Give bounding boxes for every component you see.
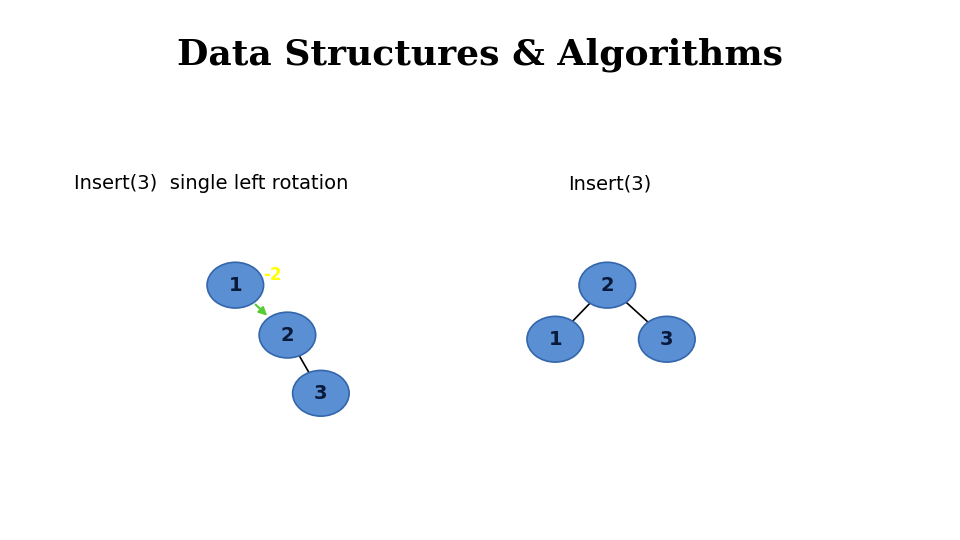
Ellipse shape [638,316,695,362]
Text: -2: -2 [263,266,282,284]
Text: Insert(3): Insert(3) [568,174,651,193]
Ellipse shape [527,316,584,362]
Text: Data Structures & Algorithms: Data Structures & Algorithms [177,38,783,72]
Ellipse shape [293,370,349,416]
Text: 2: 2 [601,276,614,295]
Ellipse shape [259,312,316,358]
Text: 3: 3 [314,384,327,403]
Text: 1: 1 [228,276,242,295]
Text: 3: 3 [660,330,674,349]
Text: 2: 2 [280,326,294,345]
Ellipse shape [579,262,636,308]
Ellipse shape [207,262,264,308]
Text: 1: 1 [548,330,562,349]
Text: Insert(3)  single left rotation: Insert(3) single left rotation [74,174,348,193]
